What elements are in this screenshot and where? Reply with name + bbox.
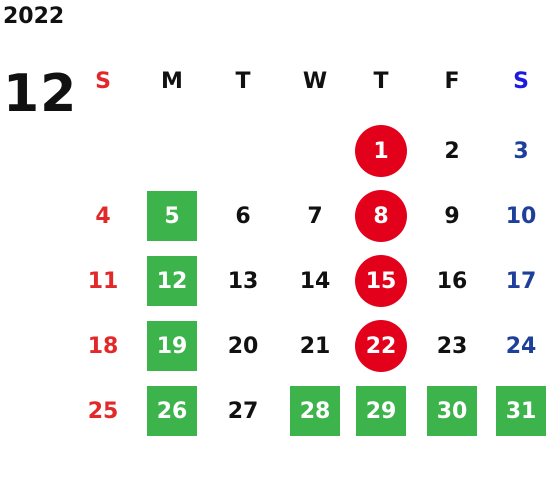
day-number: 8 [355, 190, 407, 242]
weekday-header-tue: T [235, 68, 251, 94]
day-cell-13[interactable]: 13 [213, 256, 273, 306]
day-number: 31 [496, 386, 546, 436]
day-cell-27[interactable]: 27 [213, 386, 273, 436]
day-cell-3[interactable]: 3 [491, 126, 548, 176]
day-number: 16 [436, 268, 468, 294]
day-cell-14[interactable]: 14 [285, 256, 345, 306]
day-cell-25[interactable]: 25 [73, 386, 133, 436]
day-cell-30[interactable]: 30 [422, 386, 482, 436]
day-number: 3 [513, 138, 529, 164]
day-number: 29 [356, 386, 406, 436]
day-number: 4 [95, 203, 111, 229]
weekday-header-mon: M [161, 68, 183, 94]
day-cell-15[interactable]: 15 [351, 255, 411, 307]
day-number: 25 [87, 398, 119, 424]
day-number: 10 [505, 203, 537, 229]
month-number: 12 [3, 64, 78, 124]
day-number: 24 [505, 333, 537, 359]
day-number: 20 [227, 333, 259, 359]
day-cell-17[interactable]: 17 [491, 256, 548, 306]
day-cell-2[interactable]: 2 [422, 126, 482, 176]
day-cell-8[interactable]: 8 [351, 190, 411, 242]
day-cell-10[interactable]: 10 [491, 191, 548, 241]
day-number: 15 [355, 255, 407, 307]
day-cell-4[interactable]: 4 [73, 191, 133, 241]
day-cell-28[interactable]: 28 [285, 386, 345, 436]
day-cell-24[interactable]: 24 [491, 321, 548, 371]
weekday-header-thu: T [373, 68, 389, 94]
day-number: 2 [444, 138, 460, 164]
day-number: 12 [147, 256, 197, 306]
day-number: 9 [444, 203, 460, 229]
day-cell-31[interactable]: 31 [491, 386, 548, 436]
day-number: 23 [436, 333, 468, 359]
day-number: 5 [147, 191, 197, 241]
day-number: 7 [307, 203, 323, 229]
day-number: 30 [427, 386, 477, 436]
day-cell-20[interactable]: 20 [213, 321, 273, 371]
weekday-header-wed: W [302, 68, 328, 94]
day-cell-5[interactable]: 5 [142, 191, 202, 241]
day-cell-9[interactable]: 9 [422, 191, 482, 241]
weekday-header-sun: S [95, 68, 111, 94]
day-cell-19[interactable]: 19 [142, 321, 202, 371]
day-number: 27 [227, 398, 259, 424]
day-cell-7[interactable]: 7 [285, 191, 345, 241]
day-number: 14 [299, 268, 331, 294]
day-cell-12[interactable]: 12 [142, 256, 202, 306]
day-cell-16[interactable]: 16 [422, 256, 482, 306]
day-cell-21[interactable]: 21 [285, 321, 345, 371]
day-number: 13 [227, 268, 259, 294]
weekday-header-fri: F [444, 68, 460, 94]
day-number: 17 [505, 268, 537, 294]
day-cell-23[interactable]: 23 [422, 321, 482, 371]
day-cell-1[interactable]: 1 [351, 125, 411, 177]
day-cell-29[interactable]: 29 [351, 386, 411, 436]
year-label: 2022 [3, 4, 65, 29]
day-number: 21 [299, 333, 331, 359]
day-number: 26 [147, 386, 197, 436]
day-cell-11[interactable]: 11 [73, 256, 133, 306]
day-cell-6[interactable]: 6 [213, 191, 273, 241]
day-number: 6 [235, 203, 251, 229]
day-cell-18[interactable]: 18 [73, 321, 133, 371]
day-cell-26[interactable]: 26 [142, 386, 202, 436]
day-number: 1 [355, 125, 407, 177]
day-number: 18 [87, 333, 119, 359]
weekday-header-sat: S [513, 68, 529, 94]
day-number: 19 [147, 321, 197, 371]
day-number: 22 [355, 320, 407, 372]
day-number: 11 [87, 268, 119, 294]
day-cell-22[interactable]: 22 [351, 320, 411, 372]
day-number: 28 [290, 386, 340, 436]
